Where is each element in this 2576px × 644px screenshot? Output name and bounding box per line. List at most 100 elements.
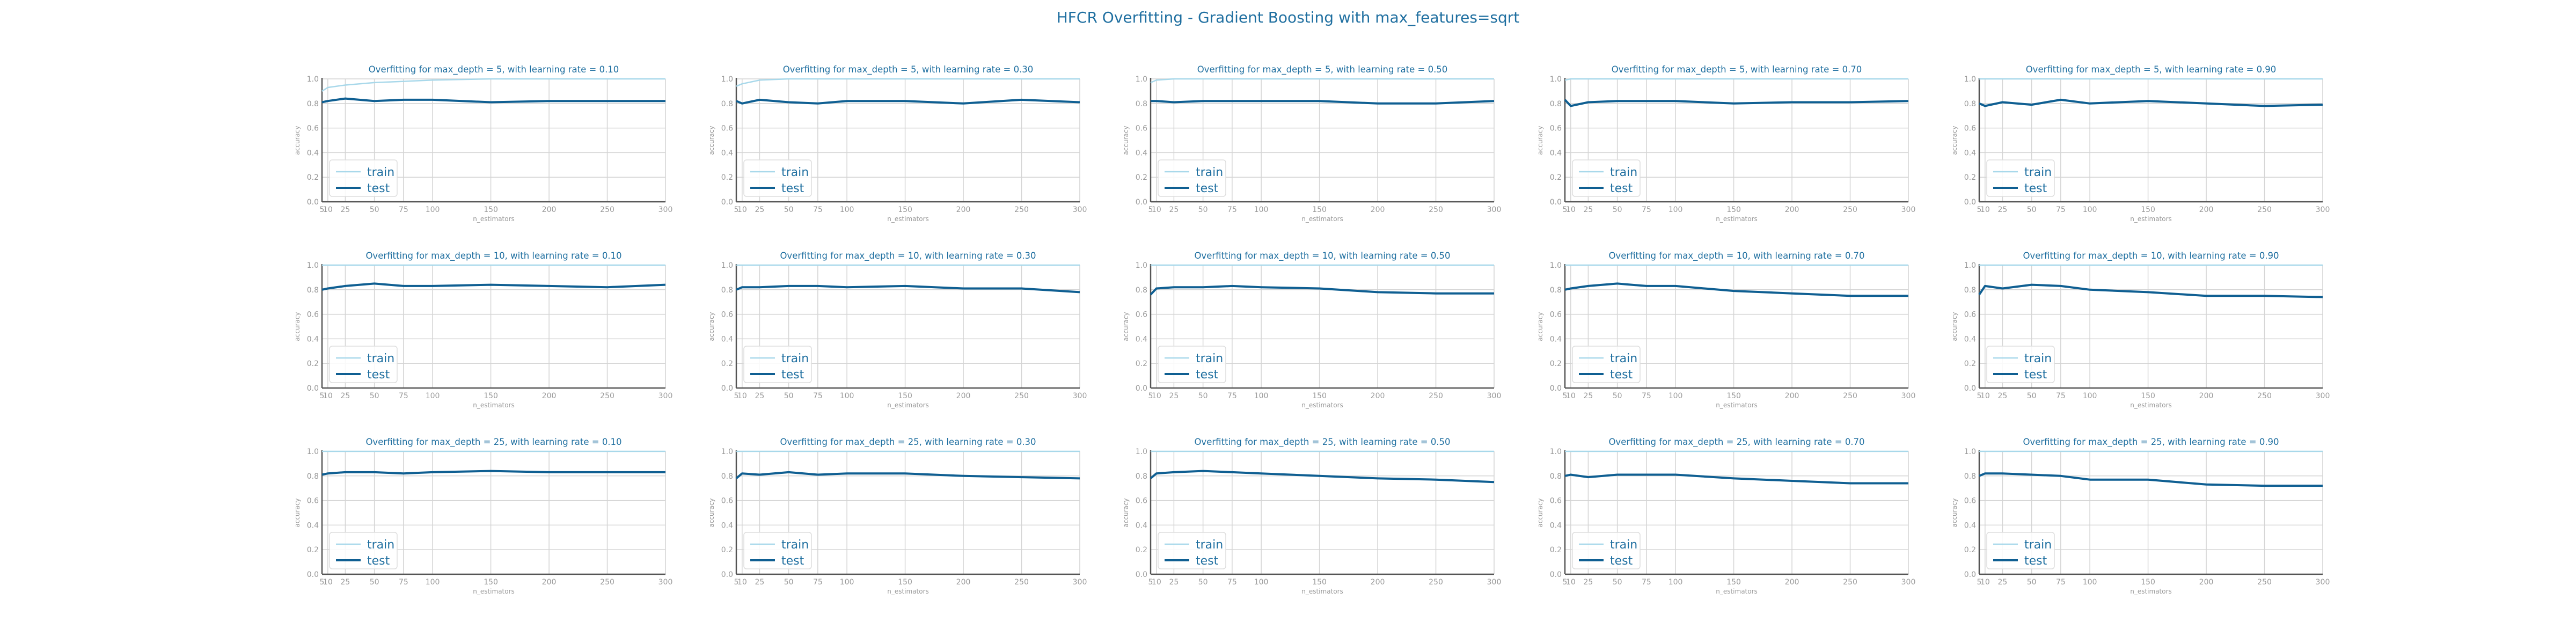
x-tick-label: 250 bbox=[600, 206, 614, 214]
x-tick-label: 100 bbox=[1668, 392, 1683, 400]
x-tick-label: 200 bbox=[1371, 206, 1385, 214]
x-tick-label: 200 bbox=[2199, 392, 2214, 400]
x-tick-label: 100 bbox=[840, 578, 854, 587]
x-tick-label: 300 bbox=[1487, 578, 1502, 587]
y-tick-label: 0.8 bbox=[307, 286, 319, 295]
subplot: Overfitting for max_depth = 5, with lear… bbox=[1122, 64, 1501, 223]
y-tick-label: 0.4 bbox=[1136, 149, 1147, 157]
x-tick-label: 5 bbox=[734, 578, 739, 587]
y-tick-label: 0.8 bbox=[1964, 472, 1976, 481]
x-tick-label: 300 bbox=[1901, 392, 1916, 400]
legend-label: train bbox=[1610, 538, 1637, 552]
x-tick-label: 10 bbox=[737, 392, 747, 400]
x-tick-label: 10 bbox=[1980, 392, 1990, 400]
y-tick-label: 1.0 bbox=[1964, 75, 1976, 84]
y-tick-label: 0.0 bbox=[1964, 384, 1976, 393]
x-tick-label: 250 bbox=[2257, 578, 2272, 587]
x-tick-label: 100 bbox=[1254, 206, 1269, 214]
y-tick-label: 0.6 bbox=[1136, 125, 1147, 133]
y-tick-label: 0.0 bbox=[1136, 384, 1147, 393]
y-tick-label: 0.4 bbox=[721, 521, 733, 530]
x-tick-label: 50 bbox=[2027, 206, 2037, 214]
y-tick-label: 0.2 bbox=[307, 360, 319, 368]
y-tick-label: 0.0 bbox=[1550, 384, 1562, 393]
legend-label: train bbox=[1196, 352, 1223, 365]
y-tick-label: 0.6 bbox=[307, 497, 319, 506]
y-tick-label: 0.8 bbox=[1136, 100, 1147, 108]
y-tick-label: 0.6 bbox=[307, 311, 319, 319]
subplot: Overfitting for max_depth = 5, with lear… bbox=[294, 64, 672, 223]
series-line-test bbox=[736, 98, 1080, 105]
y-tick-label: 0.8 bbox=[721, 286, 733, 295]
x-tick-label: 5 bbox=[1977, 206, 1982, 214]
y-tick-label: 1.0 bbox=[1964, 448, 1976, 456]
x-tick-label: 300 bbox=[1073, 392, 1087, 400]
series-line-test bbox=[735, 471, 1080, 480]
y-axis-label: accuracy bbox=[708, 498, 715, 527]
subplot: Overfitting for max_depth = 10, with lea… bbox=[294, 251, 672, 409]
y-tick-label: 0.4 bbox=[721, 335, 733, 343]
y-tick-label: 0.2 bbox=[1964, 360, 1976, 368]
x-tick-label: 250 bbox=[1843, 206, 1857, 214]
y-tick-label: 0.8 bbox=[1136, 472, 1147, 481]
x-tick-label: 150 bbox=[1312, 206, 1327, 214]
legend-label: train bbox=[367, 166, 394, 179]
y-tick-label: 0.0 bbox=[721, 384, 733, 393]
x-tick-label: 10 bbox=[323, 206, 333, 214]
x-tick-label: 75 bbox=[2056, 206, 2066, 214]
series-line-test bbox=[321, 97, 665, 104]
x-tick-label: 25 bbox=[1169, 392, 1179, 400]
legend-label: test bbox=[781, 182, 804, 195]
y-tick-label: 0.6 bbox=[1550, 311, 1562, 319]
x-tick-label: 50 bbox=[1198, 206, 1208, 214]
x-tick-label: 200 bbox=[542, 392, 557, 400]
y-tick-label: 1.0 bbox=[1136, 75, 1147, 84]
x-tick-label: 25 bbox=[340, 578, 350, 587]
x-tick-label: 50 bbox=[784, 206, 794, 214]
y-tick-label: 0.4 bbox=[1964, 335, 1976, 343]
x-tick-label: 75 bbox=[1642, 392, 1651, 400]
legend-label: train bbox=[1196, 538, 1223, 552]
series-line-test bbox=[1564, 473, 1908, 485]
y-tick-label: 0.8 bbox=[1550, 286, 1562, 295]
x-tick-label: 10 bbox=[737, 206, 747, 214]
subplot: Overfitting for max_depth = 25, with lea… bbox=[1536, 437, 1915, 595]
y-tick-label: 0.0 bbox=[721, 570, 733, 579]
x-tick-label: 50 bbox=[1613, 392, 1622, 400]
y-axis-label: accuracy bbox=[1122, 126, 1130, 155]
y-tick-label: 0.2 bbox=[721, 173, 733, 182]
y-tick-label: 0.4 bbox=[1550, 521, 1562, 530]
x-axis-label: n_estimators bbox=[1716, 215, 1758, 223]
x-tick-label: 50 bbox=[784, 578, 794, 587]
subplot-title: Overfitting for max_depth = 25, with lea… bbox=[780, 437, 1036, 448]
legend-label: test bbox=[1610, 182, 1633, 195]
y-tick-label: 1.0 bbox=[1136, 448, 1147, 456]
y-axis-label: accuracy bbox=[708, 312, 715, 341]
subplot-title: Overfitting for max_depth = 5, with lear… bbox=[369, 64, 619, 75]
x-tick-label: 150 bbox=[898, 578, 912, 587]
x-tick-label: 100 bbox=[1254, 392, 1269, 400]
y-tick-label: 0.0 bbox=[307, 198, 319, 207]
x-tick-label: 25 bbox=[755, 206, 764, 214]
y-tick-label: 0.2 bbox=[1964, 546, 1976, 554]
legend-label: test bbox=[781, 554, 804, 568]
x-tick-label: 150 bbox=[2141, 392, 2155, 400]
x-tick-label: 200 bbox=[1371, 578, 1385, 587]
subplot-title: Overfitting for max_depth = 25, with lea… bbox=[1608, 437, 1864, 448]
y-axis-label: accuracy bbox=[1951, 126, 1958, 155]
x-tick-label: 50 bbox=[2027, 392, 2037, 400]
x-tick-label: 150 bbox=[1726, 392, 1741, 400]
x-tick-label: 10 bbox=[1152, 206, 1161, 214]
x-tick-label: 100 bbox=[426, 206, 440, 214]
subplot-title: Overfitting for max_depth = 25, with lea… bbox=[365, 437, 621, 448]
y-axis-label: accuracy bbox=[708, 126, 715, 155]
y-axis-label: accuracy bbox=[1951, 498, 1958, 527]
x-tick-label: 5 bbox=[1148, 578, 1153, 587]
y-tick-label: 0.0 bbox=[1550, 198, 1562, 207]
y-tick-label: 0.4 bbox=[1550, 149, 1562, 157]
x-tick-label: 150 bbox=[1312, 578, 1327, 587]
x-tick-label: 200 bbox=[1371, 392, 1385, 400]
x-tick-label: 5 bbox=[1977, 578, 1982, 587]
subplot: Overfitting for max_depth = 5, with lear… bbox=[1951, 64, 2330, 223]
x-tick-label: 300 bbox=[1073, 206, 1087, 214]
